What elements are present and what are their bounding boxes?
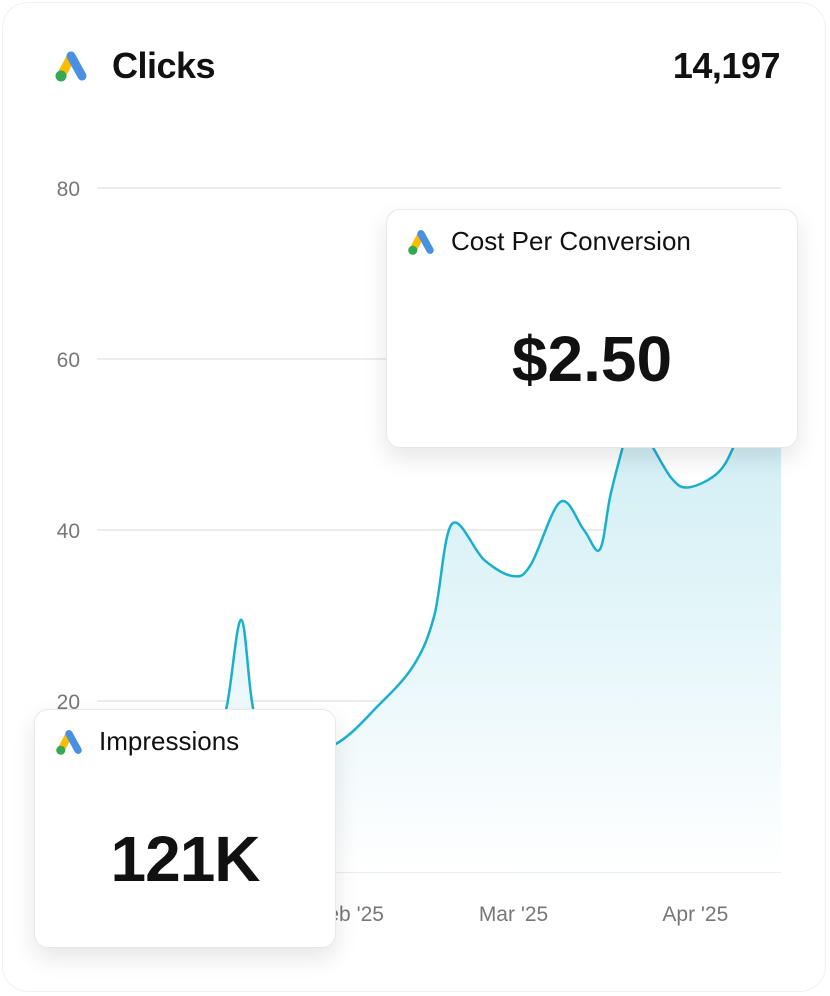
clicks-total: 14,197	[672, 45, 781, 86]
impressions-card-label: Impressions	[99, 726, 240, 756]
google-ads-logo-icon	[408, 229, 434, 255]
y-tick-label: 40	[57, 520, 80, 543]
x-tick-label: Apr '25	[662, 903, 728, 926]
x-tick-label: Mar '25	[479, 903, 548, 926]
y-tick-label: 60	[57, 349, 80, 372]
cost-per-conversion-card: Cost Per Conversion $2.50	[386, 209, 798, 448]
cost-card-value: $2.50	[511, 323, 673, 395]
cost-card-label: Cost Per Conversion	[451, 226, 691, 256]
google-ads-logo-icon	[56, 729, 82, 755]
chart-title: Clicks	[112, 45, 216, 86]
y-tick-label: 80	[57, 178, 80, 201]
impressions-card-value: 121K	[110, 823, 261, 895]
impressions-card: Impressions 121K	[34, 709, 336, 948]
google-ads-logo-icon	[55, 51, 87, 82]
clicks-line	[96, 358, 782, 771]
widget-header: Clicks 14,197	[52, 42, 781, 90]
y-tick-label: 20	[57, 691, 80, 714]
